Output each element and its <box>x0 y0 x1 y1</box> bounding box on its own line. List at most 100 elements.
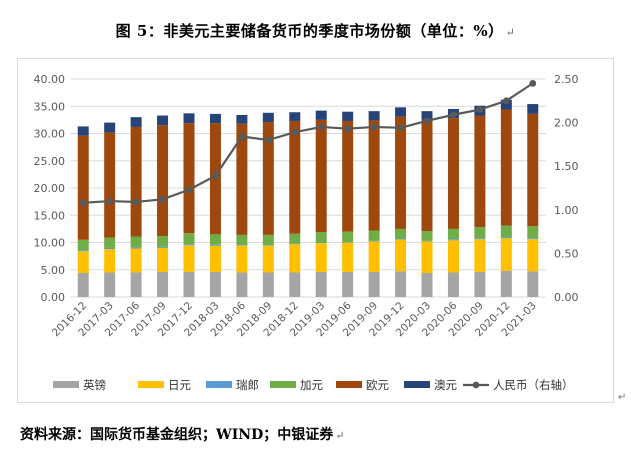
bar-segment <box>474 238 486 240</box>
source-paragraph-mark: ↵ <box>335 429 345 442</box>
bar-segment <box>183 123 195 234</box>
bar-segment <box>527 271 539 297</box>
bar-segment <box>395 239 407 272</box>
frame-paragraph-mark: ↵ <box>618 392 627 403</box>
bar-segment <box>209 244 221 246</box>
title-paragraph-mark: ↵ <box>505 26 516 39</box>
bar-segment <box>447 239 459 241</box>
bar-segment <box>342 111 354 121</box>
bar-segment <box>447 118 459 229</box>
bar-segment <box>130 248 142 273</box>
line-point <box>212 172 219 180</box>
bar-segment <box>421 111 433 120</box>
bar-segment <box>315 110 327 120</box>
chart-title: 图 5：非美元主要储备货币的季度市场份额（单位：%） ↵ <box>0 20 631 41</box>
bar-segment <box>342 271 354 297</box>
legend-label: 日元 <box>168 378 191 392</box>
bar-segment <box>157 115 169 126</box>
bar-segment <box>315 243 327 272</box>
bar-segment <box>183 244 195 246</box>
line-point <box>397 124 404 132</box>
bar-segment <box>474 227 486 239</box>
bar-segment <box>262 245 274 246</box>
bar-segment <box>500 109 512 226</box>
bar-segment <box>315 242 327 244</box>
bar-segment <box>130 236 142 248</box>
bar-segment <box>500 238 512 271</box>
line-point <box>106 197 114 205</box>
legend-label: 加元 <box>300 378 323 392</box>
line-point <box>238 133 246 140</box>
y-left-tick-label: 40.00 <box>34 73 66 86</box>
line-point <box>450 111 457 119</box>
legend-swatch <box>336 381 362 388</box>
bar-segment <box>421 240 433 242</box>
bar-segment <box>183 233 195 245</box>
bar-segment <box>421 273 433 297</box>
bar-segment <box>395 239 407 240</box>
bar-segment <box>421 241 433 274</box>
bar-segment <box>262 272 274 297</box>
y-left-tick-label: 5.00 <box>41 264 66 277</box>
line-point <box>185 186 193 194</box>
line-point <box>291 128 299 136</box>
y-left-tick-label: 10.00 <box>34 237 66 250</box>
y-left-tick-label: 20.00 <box>34 182 66 195</box>
bar-segment <box>236 234 248 246</box>
bar-segment <box>368 111 380 121</box>
bar-segment <box>368 230 380 241</box>
bar-segment <box>130 272 142 297</box>
legend-swatch <box>53 381 79 388</box>
bar-segment <box>77 273 89 297</box>
bar-segment <box>183 245 195 272</box>
y-left-tick-label: 15.00 <box>34 209 66 222</box>
bar-segment <box>527 239 539 272</box>
bar-segment <box>527 226 539 239</box>
bar-segment <box>368 271 380 297</box>
y-right-tick-label: 1.50 <box>554 160 579 173</box>
bar-segment <box>527 113 539 227</box>
legend-label: 瑞郎 <box>236 378 259 392</box>
y-left-tick-label: 35.00 <box>34 100 66 113</box>
bar-segment <box>315 119 327 233</box>
bar-segment <box>315 232 327 243</box>
bar-segment <box>395 107 407 117</box>
y-left-tick-label: 0.00 <box>41 291 66 304</box>
bar-segment <box>262 234 274 246</box>
source-note: 资料来源：国际货币基金组织；WIND；中银证券 ↵ <box>20 424 344 444</box>
bar-segment <box>342 231 354 242</box>
legend-swatch <box>138 381 164 388</box>
bar-segment <box>104 132 116 238</box>
bar-segment <box>77 251 89 274</box>
bar-segment <box>262 122 274 235</box>
bar-segment <box>262 112 274 123</box>
bar-segment <box>236 245 248 246</box>
bar-segment <box>527 238 539 240</box>
bar-segment <box>157 235 169 247</box>
bar-segment <box>421 231 433 241</box>
bar-segment <box>342 242 354 272</box>
legend-label: 英镑 <box>83 378 106 392</box>
legend-label: 澳元 <box>434 378 457 392</box>
bar-segment <box>474 115 486 228</box>
line-point <box>317 123 325 131</box>
bar-segment <box>77 135 89 240</box>
legend-swatch <box>270 381 296 388</box>
line-point <box>423 117 431 125</box>
bar-segment <box>289 233 301 244</box>
bar-segment <box>500 225 512 238</box>
y-right-tick-label: 1.00 <box>554 204 579 217</box>
bar-segment <box>157 271 169 297</box>
legend-line-marker <box>472 381 480 389</box>
bar-segment <box>289 243 301 245</box>
bar-segment <box>500 270 512 297</box>
line-point <box>502 97 510 105</box>
bar-segment <box>157 125 169 236</box>
bar-segment <box>500 99 512 110</box>
bar-segment <box>395 271 407 297</box>
chart-frame <box>17 58 614 403</box>
bar-segment <box>342 120 354 232</box>
source-text: 资料来源：国际货币基金组织；WIND；中银证券 <box>20 427 334 443</box>
bar-segment <box>157 247 169 272</box>
bar-segment <box>342 241 354 243</box>
